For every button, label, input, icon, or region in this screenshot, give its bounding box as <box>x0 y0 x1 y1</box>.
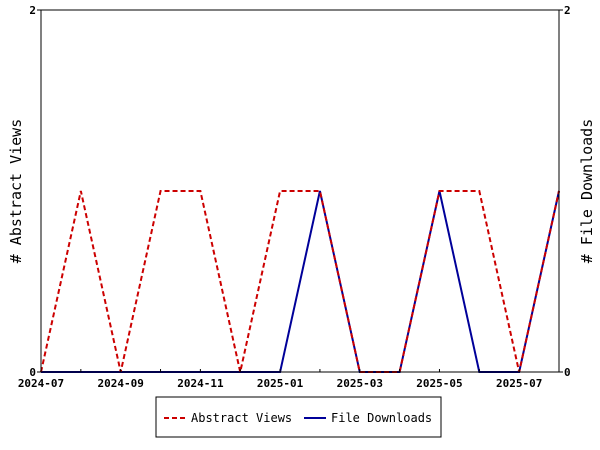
x-tick-label: 2025-03 <box>337 377 383 390</box>
x-tick-label: 2024-11 <box>177 377 224 390</box>
legend-label: Abstract Views <box>191 411 292 425</box>
x-tick-label: 2025-05 <box>416 377 462 390</box>
series-line-abstract-views <box>40 190 560 373</box>
legend-box <box>155 396 442 438</box>
plot-lines <box>40 190 560 373</box>
y2-tick-label: 2 <box>564 4 571 17</box>
legend-label: File Downloads <box>331 411 432 425</box>
x-tick-label: 2025-07 <box>496 377 542 390</box>
x-axis: 2024-07 2024-09 2024-11 2025-01 2025-03 2025-… <box>18 369 560 390</box>
series-line-file-downloads <box>41 190 560 373</box>
legend: Abstract Views File Downloads <box>155 396 442 438</box>
y-axis-title-right: # File Downloads <box>578 119 596 264</box>
y2-tick-label: 0 <box>564 366 571 379</box>
y-tick-label: 2 <box>29 4 36 17</box>
x-tick-label: 2024-09 <box>98 377 144 390</box>
y-axis-title-left: # Abstract Views <box>7 119 25 264</box>
y-axis-right: 02 <box>559 4 571 379</box>
y-axis-left: 02 <box>29 4 41 379</box>
x-tick-label: 2024-07 <box>18 377 64 390</box>
y-tick-label: 0 <box>29 366 36 379</box>
x-tick-label: 2025-01 <box>257 377 304 390</box>
plot-frame <box>40 9 560 373</box>
